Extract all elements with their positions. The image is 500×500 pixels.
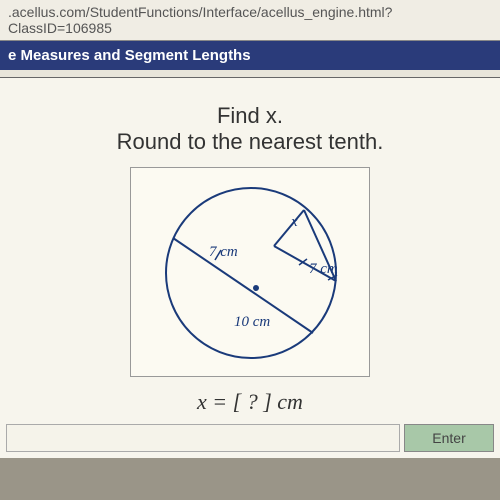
url-bar: .acellus.com/StudentFunctions/Interface/…: [0, 0, 500, 41]
page-header: e Measures and Segment Lengths: [0, 41, 500, 70]
label-7cm-b: 7 cm: [309, 261, 338, 277]
diagram-container: 7 cm 10 cm x 7 cm: [130, 167, 370, 377]
label-10cm: 10 cm: [234, 314, 270, 330]
center-dot: [253, 285, 259, 291]
label-7cm-a: 7 cm: [209, 244, 238, 260]
question-line1: Find x.: [10, 103, 490, 129]
chord-2-ext: [274, 210, 304, 246]
answer-input[interactable]: [6, 424, 400, 452]
circle-diagram: 7 cm 10 cm x 7 cm: [131, 168, 371, 378]
input-row: Enter: [6, 424, 494, 452]
nav-strip: [0, 70, 500, 78]
question-title: Find x. Round to the nearest tenth.: [10, 103, 490, 155]
answer-template: x = [ ? ] cm: [10, 389, 490, 415]
question-line2: Round to the nearest tenth.: [10, 129, 490, 155]
content-area: Find x. Round to the nearest tenth. 7 cm…: [0, 78, 500, 458]
enter-button[interactable]: Enter: [404, 424, 494, 452]
label-x: x: [290, 214, 298, 230]
